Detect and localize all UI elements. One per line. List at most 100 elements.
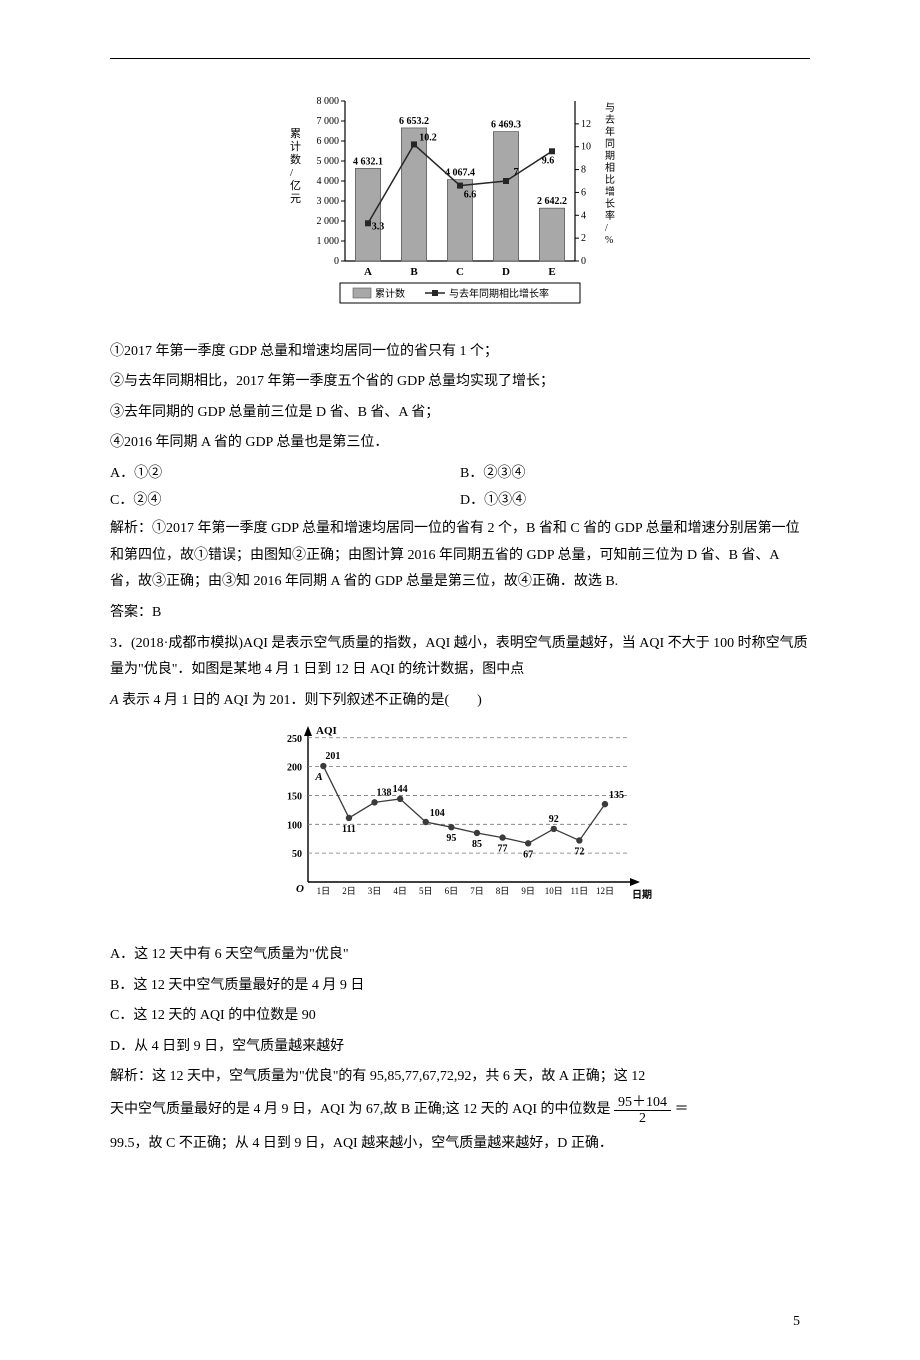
svg-text:C: C [456, 266, 464, 278]
q2-option-d: D．①③④ [460, 488, 810, 515]
svg-text:5日: 5日 [419, 886, 433, 896]
svg-text:10.2: 10.2 [419, 132, 437, 143]
svg-text:A: A [364, 266, 372, 278]
svg-text:4日: 4日 [393, 886, 407, 896]
fraction-denominator: 2 [614, 1111, 671, 1126]
svg-text:9日: 9日 [521, 886, 535, 896]
svg-text:O: O [296, 883, 304, 895]
svg-text:5 000: 5 000 [317, 156, 340, 167]
q3-stem2-rest: 表示 4 月 1 日的 AQI 为 201．则下列叙述不正确的是( ) [119, 693, 482, 708]
svg-text:7 000: 7 000 [317, 116, 340, 127]
svg-text:8: 8 [581, 165, 586, 176]
q2-options: A．①② B．②③④ C．②④ D．①③④ [110, 461, 810, 514]
svg-text:/: / [605, 223, 608, 234]
svg-text:104: 104 [430, 808, 445, 819]
svg-text:/: / [290, 167, 294, 179]
svg-text:201: 201 [325, 751, 340, 762]
svg-text:4: 4 [581, 210, 586, 221]
q3-explain-line2: 天中空气质量最好的是 4 月 9 日，AQI 为 67,故 B 正确;这 12 … [110, 1095, 810, 1127]
svg-text:67: 67 [523, 850, 533, 861]
svg-text:3.3: 3.3 [372, 221, 385, 232]
svg-text:6 469.3: 6 469.3 [491, 120, 521, 131]
svg-text:AQI: AQI [316, 725, 337, 737]
svg-text:增: 增 [605, 185, 615, 198]
svg-text:日期: 日期 [632, 888, 652, 901]
svg-text:92: 92 [549, 814, 559, 825]
svg-text:期: 期 [605, 150, 615, 162]
svg-text:累: 累 [290, 127, 301, 140]
svg-text:9.6: 9.6 [542, 155, 555, 166]
q3-explain-line3: 99.5，故 C 不正确；从 4 日到 9 日，AQI 越来越小，空气质量越来越… [110, 1131, 810, 1158]
svg-text:与: 与 [605, 102, 615, 114]
svg-text:2 642.2: 2 642.2 [537, 196, 567, 207]
q3-stem-line2: A 表示 4 月 1 日的 AQI 为 201．则下列叙述不正确的是( ) [110, 688, 810, 715]
svg-text:累计数: 累计数 [375, 287, 405, 300]
svg-text:2: 2 [581, 233, 586, 244]
q2-explanation: 解析：①2017 年第一季度 GDP 总量和增速均居同一位的省有 2 个，B 省… [110, 516, 810, 596]
svg-text:135: 135 [609, 790, 624, 801]
svg-text:200: 200 [287, 763, 302, 774]
svg-text:元: 元 [290, 193, 301, 205]
page-number: 5 [793, 1309, 800, 1336]
svg-text:6日: 6日 [445, 886, 459, 896]
svg-text:6.6: 6.6 [464, 190, 477, 201]
svg-text:3 000: 3 000 [317, 196, 340, 207]
q3-option-a: A．这 12 天中有 6 天空气质量为"优良" [110, 942, 810, 969]
q2-answer: 答案：B [110, 600, 810, 627]
q2-option-c: C．②④ [110, 488, 460, 515]
gdp-chart-svg: 0 1 000 2 000 3 000 4 000 5 000 6 000 7 000 8 00… [270, 89, 650, 314]
q3-explain-p2-pre: 天中空气质量最好的是 4 月 9 日，AQI 为 67,故 B 正确;这 12 … [110, 1097, 611, 1124]
svg-text:比: 比 [605, 174, 615, 186]
svg-text:7日: 7日 [470, 886, 484, 896]
q2-option-b: B．②③④ [460, 461, 810, 488]
svg-text:0: 0 [334, 256, 339, 267]
svg-text:7: 7 [514, 167, 519, 178]
svg-text:72: 72 [574, 847, 584, 858]
top-divider [110, 58, 810, 59]
q3-explain-line1: 解析：这 12 天中，空气质量为"优良"的有 95,85,77,67,72,92… [110, 1064, 810, 1091]
svg-text:2 000: 2 000 [317, 216, 340, 227]
svg-text:计: 计 [290, 140, 301, 153]
svg-text:A: A [314, 771, 322, 783]
gdp-chart: 0 1 000 2 000 3 000 4 000 5 000 6 000 7 000 8 00… [110, 89, 810, 325]
q3-explain-p2-post: ＝ [675, 1097, 689, 1124]
svg-text:10日: 10日 [545, 886, 563, 896]
svg-text:6 000: 6 000 [317, 136, 340, 147]
statement-3: ③去年同期的 GDP 总量前三位是 D 省、B 省、A 省； [110, 400, 810, 427]
q3-stem-line1: 3．(2018·成都市模拟)AQI 是表示空气质量的指数，AQI 越小，表明空气… [110, 631, 810, 684]
svg-text:数: 数 [290, 153, 301, 166]
svg-text:144: 144 [393, 784, 408, 795]
svg-text:E: E [548, 266, 555, 278]
svg-text:%: % [605, 235, 613, 246]
svg-text:12日: 12日 [596, 886, 614, 896]
svg-text:B: B [410, 266, 418, 278]
svg-text:去: 去 [605, 114, 615, 126]
svg-text:0: 0 [581, 256, 586, 267]
svg-text:亿: 亿 [290, 179, 301, 192]
page: 0 1 000 2 000 3 000 4 000 5 000 6 000 7 000 8 00… [0, 58, 920, 1360]
svg-text:85: 85 [472, 839, 482, 850]
svg-text:年: 年 [605, 125, 615, 138]
svg-text:2日: 2日 [342, 886, 356, 896]
svg-text:1 000: 1 000 [317, 236, 340, 247]
svg-text:与去年同期相比增长率: 与去年同期相比增长率 [449, 287, 549, 300]
svg-text:4 632.1: 4 632.1 [353, 156, 383, 167]
svg-text:4 000: 4 000 [317, 176, 340, 187]
svg-text:77: 77 [498, 844, 508, 855]
svg-text:3日: 3日 [368, 886, 382, 896]
svg-text:D: D [502, 266, 510, 278]
svg-text:长: 长 [605, 198, 615, 210]
svg-text:同: 同 [605, 138, 615, 150]
fraction-numerator: 95＋104 [614, 1095, 671, 1111]
svg-text:100: 100 [287, 821, 302, 832]
q3-option-c: C．这 12 天的 AQI 的中位数是 90 [110, 1003, 810, 1030]
svg-text:1日: 1日 [317, 886, 331, 896]
svg-text:150: 150 [287, 792, 302, 803]
svg-text:相: 相 [605, 161, 615, 174]
svg-text:6: 6 [581, 187, 586, 198]
svg-text:95: 95 [446, 834, 456, 845]
svg-text:8 000: 8 000 [317, 96, 340, 107]
svg-text:111: 111 [342, 824, 356, 835]
q3-stem2-italic-a: A [110, 693, 119, 708]
svg-text:12: 12 [581, 119, 591, 130]
